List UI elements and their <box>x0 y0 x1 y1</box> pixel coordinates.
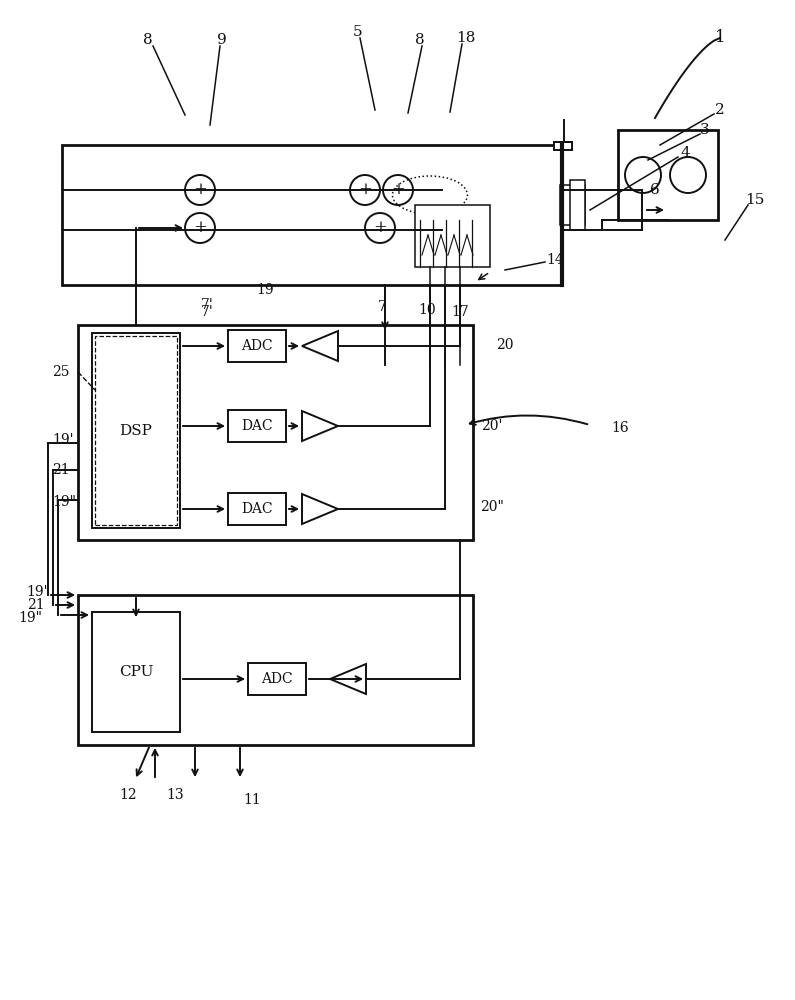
Bar <box>554 142 572 150</box>
Text: +: + <box>193 181 207 198</box>
Bar <box>248 663 306 695</box>
Bar <box>228 330 286 362</box>
Text: 12: 12 <box>119 788 137 802</box>
Text: 21: 21 <box>52 463 70 477</box>
Text: 16: 16 <box>611 421 629 435</box>
Text: +: + <box>391 181 405 198</box>
Bar <box>618 130 718 220</box>
Circle shape <box>350 175 380 205</box>
Text: 19': 19' <box>26 585 48 599</box>
Text: +: + <box>193 219 207 236</box>
Text: 20": 20" <box>480 500 504 514</box>
Text: 21: 21 <box>27 598 45 612</box>
Circle shape <box>383 175 413 205</box>
Text: 20: 20 <box>496 338 514 352</box>
Text: 8: 8 <box>143 33 153 47</box>
Text: 14: 14 <box>546 253 564 267</box>
Text: 2: 2 <box>716 103 725 117</box>
Text: ADC: ADC <box>241 339 273 353</box>
Circle shape <box>365 213 395 243</box>
Text: 19": 19" <box>52 495 76 509</box>
Text: 9: 9 <box>217 33 227 47</box>
Text: 1: 1 <box>715 29 725 46</box>
Text: CPU: CPU <box>118 665 153 679</box>
Text: 13: 13 <box>166 788 184 802</box>
Polygon shape <box>302 331 338 361</box>
Polygon shape <box>330 664 366 694</box>
Bar <box>92 333 180 528</box>
Text: 4: 4 <box>681 146 690 160</box>
Text: 15: 15 <box>746 193 765 207</box>
Text: 5: 5 <box>353 25 363 39</box>
Bar <box>95 336 177 525</box>
Text: 8: 8 <box>415 33 425 47</box>
Bar <box>228 410 286 442</box>
Bar <box>78 595 473 745</box>
Bar <box>570 180 585 230</box>
Text: 7': 7' <box>200 305 213 319</box>
Circle shape <box>670 157 706 193</box>
Circle shape <box>625 157 661 193</box>
Text: +: + <box>358 181 372 198</box>
Polygon shape <box>302 411 338 441</box>
Text: 18: 18 <box>456 31 475 45</box>
Text: 19": 19" <box>18 611 42 625</box>
Text: 7': 7' <box>200 298 213 312</box>
Text: 25: 25 <box>52 365 69 379</box>
Bar <box>228 493 286 525</box>
Text: 7: 7 <box>378 300 386 314</box>
Text: 20': 20' <box>481 419 502 433</box>
Text: 11: 11 <box>243 793 261 807</box>
Text: +: + <box>373 219 387 236</box>
Circle shape <box>185 175 215 205</box>
Bar <box>78 325 473 540</box>
Text: DAC: DAC <box>241 502 273 516</box>
Text: 6: 6 <box>650 183 660 197</box>
Bar <box>62 145 562 285</box>
Text: DSP: DSP <box>119 424 153 438</box>
Bar <box>92 612 180 732</box>
Text: 10: 10 <box>418 303 436 317</box>
Circle shape <box>185 213 215 243</box>
Text: DAC: DAC <box>241 419 273 433</box>
Polygon shape <box>302 494 338 524</box>
Text: 3: 3 <box>700 123 710 137</box>
Bar <box>560 185 585 225</box>
Text: 17: 17 <box>451 305 469 319</box>
Text: 19: 19 <box>256 283 273 297</box>
Bar <box>415 205 490 267</box>
Text: ADC: ADC <box>262 672 293 686</box>
Text: 19': 19' <box>52 433 73 447</box>
